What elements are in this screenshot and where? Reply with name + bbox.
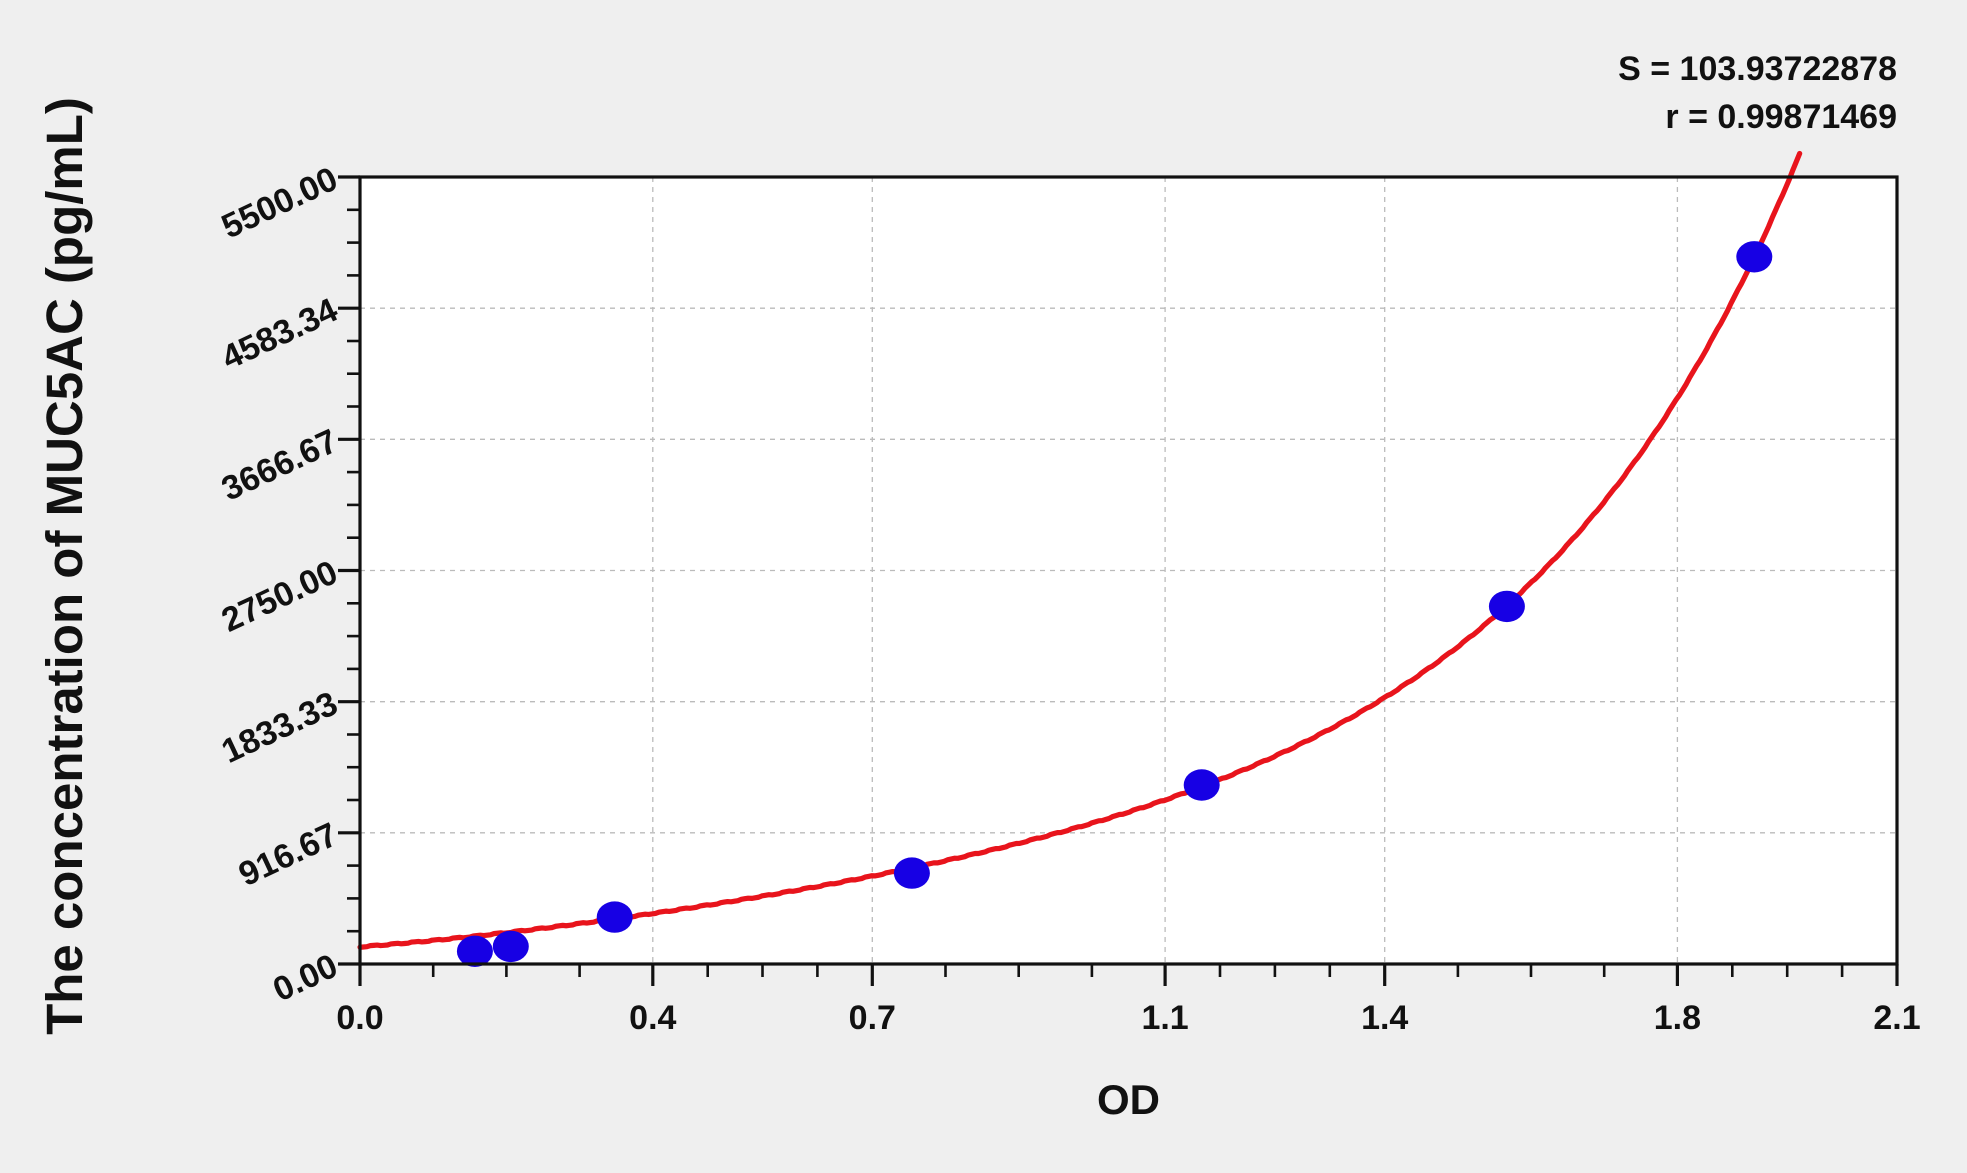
svg-text:1.8: 1.8 — [1654, 999, 1701, 1037]
svg-text:0.0: 0.0 — [336, 999, 383, 1037]
svg-text:1.1: 1.1 — [1141, 999, 1188, 1037]
svg-text:The concentration of MUC5AC (p: The concentration of MUC5AC (pg/mL) — [36, 97, 93, 1035]
svg-text:2.1: 2.1 — [1873, 999, 1920, 1037]
svg-text:0.7: 0.7 — [849, 999, 896, 1037]
svg-text:S = 103.93722878: S = 103.93722878 — [1618, 50, 1897, 88]
svg-text:OD: OD — [1097, 1076, 1160, 1123]
svg-text:r = 0.99871469: r = 0.99871469 — [1665, 98, 1897, 136]
svg-text:0.4: 0.4 — [629, 999, 676, 1037]
svg-text:1.4: 1.4 — [1361, 999, 1408, 1037]
